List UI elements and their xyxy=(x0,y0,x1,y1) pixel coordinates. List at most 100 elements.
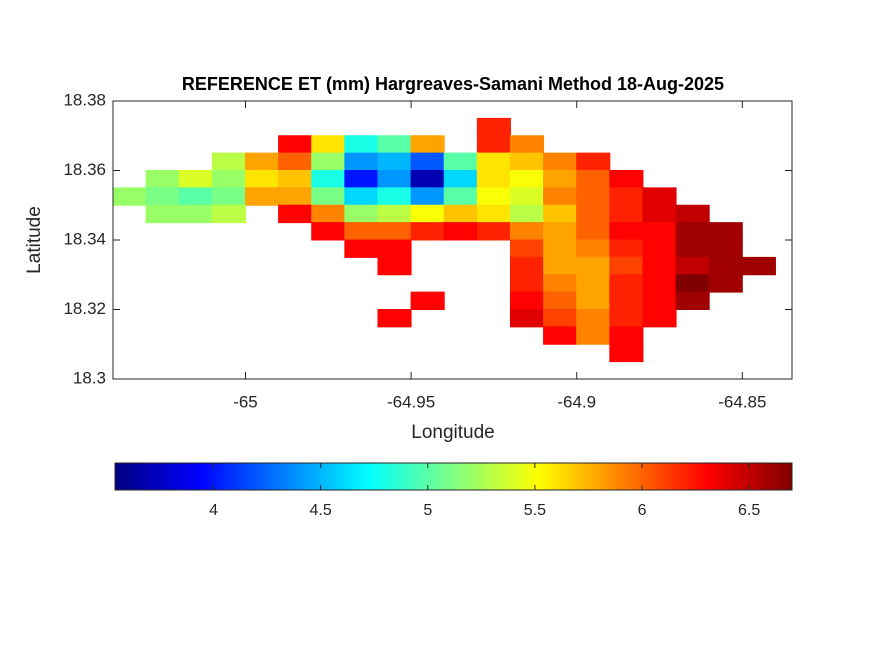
x-tick-label: -64.85 xyxy=(718,392,766,411)
field-cell xyxy=(344,222,379,241)
field-cell xyxy=(410,291,445,310)
field-cell xyxy=(543,204,578,224)
field-cell xyxy=(675,222,710,241)
chart-title: REFERENCE ET (mm) Hargreaves-Samani Meth… xyxy=(182,74,724,94)
x-tick-label: -64.95 xyxy=(387,392,435,411)
field-cell xyxy=(410,222,445,241)
field-cell xyxy=(708,239,743,258)
field-cell xyxy=(609,170,644,189)
field-cell xyxy=(543,291,578,310)
colorbar-tick-label: 6 xyxy=(638,502,647,519)
field-cell xyxy=(675,274,710,293)
field-cell xyxy=(443,152,478,171)
field-cell xyxy=(576,256,611,276)
field-cell xyxy=(211,170,246,189)
field-cell xyxy=(278,187,313,206)
field-cell xyxy=(741,256,776,276)
y-tick-label: 18.38 xyxy=(63,90,106,109)
field-cell xyxy=(377,309,412,328)
field-cell xyxy=(675,204,710,224)
field-cell xyxy=(509,222,545,241)
field-cell xyxy=(509,204,545,224)
field-cell xyxy=(311,170,346,189)
colorbar-tick-label: 5 xyxy=(423,502,432,519)
field-cell xyxy=(476,187,511,206)
field-cell xyxy=(576,239,611,258)
field-cell xyxy=(443,204,478,224)
field-cell xyxy=(509,187,545,206)
field-cell xyxy=(344,187,379,206)
x-tick-label: -65 xyxy=(233,392,258,411)
field-cell xyxy=(675,291,710,310)
field-cell xyxy=(509,291,545,310)
field-cell xyxy=(609,256,644,276)
field-cell xyxy=(642,204,677,224)
field-cell xyxy=(410,135,445,154)
field-cell xyxy=(509,152,545,171)
field-cell xyxy=(311,152,346,171)
field-cell xyxy=(145,187,180,206)
field-cell xyxy=(642,274,677,293)
field-cell xyxy=(576,326,611,345)
field-cell xyxy=(344,152,379,171)
field-cell xyxy=(377,187,412,206)
field-cell xyxy=(410,204,445,224)
field-cell xyxy=(609,239,644,258)
field-cell xyxy=(410,170,445,189)
colorbar xyxy=(114,462,793,491)
x-tick-label: -64.9 xyxy=(557,392,596,411)
field-cell xyxy=(377,204,412,224)
field-cell xyxy=(509,309,545,328)
y-axis-label: Latitude xyxy=(24,206,45,274)
field-cell xyxy=(278,152,313,171)
colorbar-tick-label: 6.5 xyxy=(738,502,760,519)
plot-area xyxy=(113,117,776,363)
y-tick-label: 18.34 xyxy=(63,229,106,248)
field-cell xyxy=(609,326,644,345)
y-tick-label: 18.3 xyxy=(73,368,106,387)
x-axis-label: Longitude xyxy=(411,422,494,443)
field-cell xyxy=(344,204,379,224)
field-cell xyxy=(576,291,611,310)
field-cell xyxy=(543,187,578,206)
field-cell xyxy=(377,135,412,154)
field-cell xyxy=(509,274,545,293)
field-cell xyxy=(543,239,578,258)
field-cell xyxy=(576,309,611,328)
field-cell xyxy=(543,326,578,345)
field-cell xyxy=(642,222,677,241)
field-cell xyxy=(576,170,611,189)
field-cell xyxy=(311,187,346,206)
colorbar-tick-label: 4.5 xyxy=(310,502,332,519)
colorbar-tick-label: 5.5 xyxy=(524,502,546,519)
field-cell xyxy=(244,170,280,189)
field-cell xyxy=(377,256,412,276)
field-cell xyxy=(311,204,346,224)
field-cell xyxy=(476,117,511,137)
field-cell xyxy=(311,222,346,241)
field-cell xyxy=(576,222,611,241)
field-cell xyxy=(609,222,644,241)
field-cell xyxy=(211,152,246,171)
field-cell xyxy=(377,170,412,189)
field-cell xyxy=(211,187,246,206)
field-cell xyxy=(178,187,213,206)
field-cell xyxy=(609,187,644,206)
field-cell xyxy=(476,152,511,171)
field-cell xyxy=(344,170,379,189)
field-cell xyxy=(377,222,412,241)
field-cell xyxy=(675,239,710,258)
field-cell xyxy=(344,135,379,154)
field-cell xyxy=(708,256,743,276)
field-cell xyxy=(543,152,578,171)
field-cell xyxy=(278,204,313,224)
field-cell xyxy=(708,222,743,241)
field-cell xyxy=(642,291,677,310)
field-cell xyxy=(509,170,545,189)
field-cell xyxy=(642,309,677,328)
field-cell xyxy=(278,170,313,189)
field-cell xyxy=(443,170,478,189)
field-cell xyxy=(443,187,478,206)
field-cell xyxy=(576,274,611,293)
